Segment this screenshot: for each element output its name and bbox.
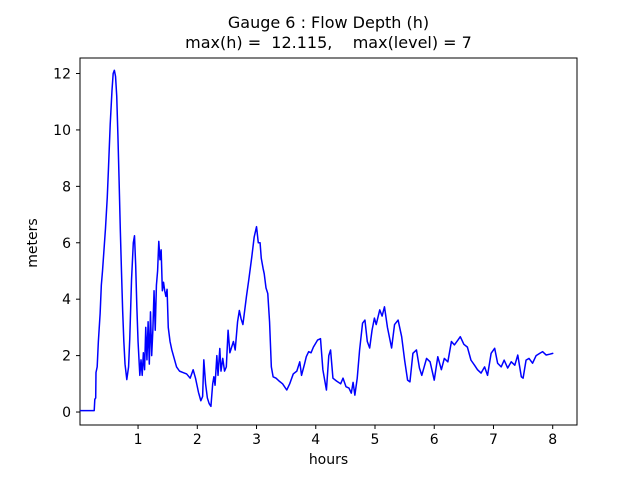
y-tick-label: 4 <box>62 292 71 308</box>
x-tick-label: 7 <box>489 432 498 448</box>
flow-depth-line <box>79 69 554 412</box>
x-tick-label: 8 <box>548 432 557 448</box>
y-tick-label: 0 <box>62 405 71 421</box>
y-tick-label: 8 <box>62 179 71 195</box>
chart-title: Gauge 6 : Flow Depth (h) <box>227 13 430 32</box>
y-tick-label: 12 <box>53 67 71 83</box>
y-tick-label: 6 <box>62 236 71 252</box>
x-tick-label: 3 <box>252 432 261 448</box>
x-axis-label: hours <box>308 452 349 468</box>
axes-spines <box>79 57 578 426</box>
y-tick-label: 10 <box>53 123 71 139</box>
x-tick-label: 4 <box>311 432 320 448</box>
x-tick-label: 1 <box>134 432 143 448</box>
x-tick-label: 5 <box>371 432 380 448</box>
y-tick-label: 2 <box>62 349 71 365</box>
x-tick-label: 2 <box>193 432 202 448</box>
x-tick-label: 6 <box>430 432 439 448</box>
chart-subtitle: max(h) = 12.115, max(level) = 7 <box>185 33 472 52</box>
